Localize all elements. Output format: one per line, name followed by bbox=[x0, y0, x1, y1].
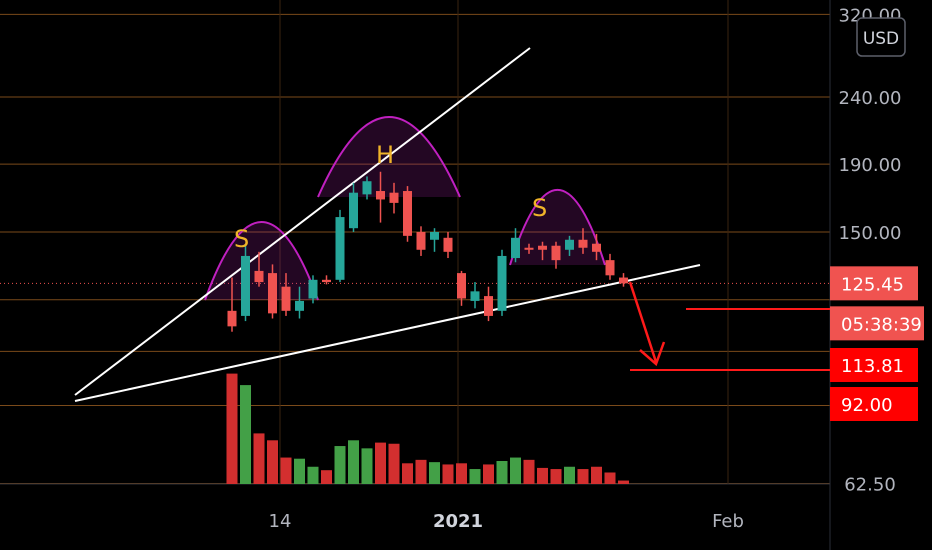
volume-bar-3 bbox=[267, 440, 278, 484]
currency-button[interactable]: USD bbox=[856, 17, 906, 57]
volume-bar-19 bbox=[483, 464, 494, 484]
currency-label: USD bbox=[863, 29, 899, 49]
price-badge-2 bbox=[830, 348, 918, 382]
candle-body-3 bbox=[268, 273, 277, 314]
volume-bar-22 bbox=[523, 459, 535, 484]
hump-arc-1 bbox=[317, 116, 461, 198]
candle-body-29 bbox=[619, 277, 628, 284]
trendlines bbox=[74, 47, 701, 402]
time-tick-0: 14 bbox=[269, 511, 292, 532]
volume-bar-24 bbox=[550, 469, 562, 484]
pattern-label-right-shoulder: S bbox=[532, 194, 547, 222]
price-grid bbox=[0, 0, 831, 550]
volume-bar-25 bbox=[564, 466, 575, 484]
candles bbox=[227, 171, 628, 332]
volume-bar-21 bbox=[510, 457, 521, 484]
candle-body-8 bbox=[335, 217, 345, 280]
price-badge-0 bbox=[830, 266, 918, 301]
candle-body-11 bbox=[376, 191, 385, 200]
price-badge-label-0: 125.45 bbox=[841, 274, 904, 295]
candle-body-20 bbox=[497, 255, 507, 311]
volume-bar-28 bbox=[604, 472, 616, 484]
volume-bar-26 bbox=[577, 469, 589, 484]
pattern-label-head: H bbox=[376, 141, 394, 169]
candle-body-2 bbox=[254, 270, 264, 283]
volume-bar-18 bbox=[469, 469, 481, 484]
time-tick-2: Feb bbox=[712, 511, 744, 532]
volume-bar-10 bbox=[361, 448, 373, 484]
volume-bar-5 bbox=[294, 458, 305, 484]
hump-arc-0 bbox=[204, 221, 319, 301]
volume-bar-23 bbox=[537, 467, 548, 484]
volume-bar-6 bbox=[307, 466, 319, 484]
price-badge-label-3: 92.00 bbox=[841, 395, 893, 416]
candle-body-27 bbox=[592, 243, 601, 252]
target-arrow-head bbox=[639, 341, 666, 367]
volume-bar-15 bbox=[429, 462, 440, 484]
candle-body-18 bbox=[470, 291, 480, 301]
price-tick-2: 190.00 bbox=[839, 155, 902, 176]
price-tick-1: 240.00 bbox=[839, 88, 902, 109]
candle-body-15 bbox=[430, 232, 439, 240]
volume-bar-9 bbox=[348, 440, 359, 484]
candle-body-23 bbox=[538, 245, 547, 250]
volume-bar-16 bbox=[442, 464, 454, 484]
volume-bar-14 bbox=[415, 459, 427, 484]
candle-body-1 bbox=[241, 255, 250, 316]
candle-body-16 bbox=[443, 237, 453, 252]
candle-body-12 bbox=[389, 192, 399, 203]
volume-bar-27 bbox=[591, 466, 602, 484]
candle-body-26 bbox=[578, 239, 588, 248]
candle-body-28 bbox=[605, 260, 615, 276]
candle-body-0 bbox=[227, 310, 237, 327]
volume-bar-2 bbox=[253, 433, 265, 484]
candle-body-17 bbox=[457, 273, 466, 299]
volume-bars bbox=[226, 373, 629, 484]
candle-body-19 bbox=[484, 296, 493, 316]
candle-body-25 bbox=[565, 239, 574, 250]
candle-body-22 bbox=[524, 247, 534, 250]
price-badge-label-2: 113.81 bbox=[841, 356, 904, 377]
pattern-labels: S H S bbox=[234, 141, 547, 253]
neckline bbox=[74, 264, 701, 402]
hump-arc-2 bbox=[509, 188, 606, 266]
price-badge-1 bbox=[830, 306, 924, 341]
pattern-label-left-shoulder: S bbox=[234, 225, 249, 253]
time-axis[interactable]: 14 2021 Feb bbox=[269, 511, 744, 532]
candle-body-9 bbox=[349, 192, 358, 229]
volume-bar-11 bbox=[375, 442, 386, 484]
pattern-humps bbox=[204, 116, 606, 301]
volume-bar-4 bbox=[280, 457, 292, 484]
candle-body-5 bbox=[295, 300, 304, 311]
volume-bar-12 bbox=[388, 443, 400, 484]
candle-body-13 bbox=[403, 191, 412, 236]
candle-body-14 bbox=[416, 232, 426, 250]
volume-bar-20 bbox=[496, 461, 508, 484]
candle-body-7 bbox=[322, 279, 331, 283]
upper-trendline bbox=[74, 47, 531, 396]
price-tick-3: 150.00 bbox=[839, 223, 902, 244]
price-badges: 125.45 05:38:39 113.81 92.00 bbox=[830, 266, 924, 421]
price-tick-4: 62.50 bbox=[844, 474, 896, 495]
target-arrow-shaft bbox=[628, 281, 658, 363]
price-badge-3 bbox=[830, 387, 918, 421]
volume-bar-17 bbox=[456, 463, 467, 484]
candle-body-10 bbox=[362, 181, 372, 195]
volume-bar-8 bbox=[334, 446, 346, 484]
time-tick-1: 2021 bbox=[433, 511, 483, 532]
volume-bar-1 bbox=[240, 385, 251, 484]
volume-bar-29 bbox=[618, 480, 629, 484]
price-badge-label-1: 05:38:39 bbox=[841, 314, 922, 335]
candle-body-6 bbox=[308, 279, 318, 299]
target-projection bbox=[628, 281, 830, 371]
volume-bar-7 bbox=[321, 470, 332, 484]
volume-bar-13 bbox=[402, 463, 413, 484]
volume-bar-0 bbox=[226, 373, 238, 484]
candle-body-24 bbox=[551, 245, 561, 261]
candle-body-4 bbox=[281, 286, 291, 311]
candle-body-21 bbox=[511, 237, 520, 259]
